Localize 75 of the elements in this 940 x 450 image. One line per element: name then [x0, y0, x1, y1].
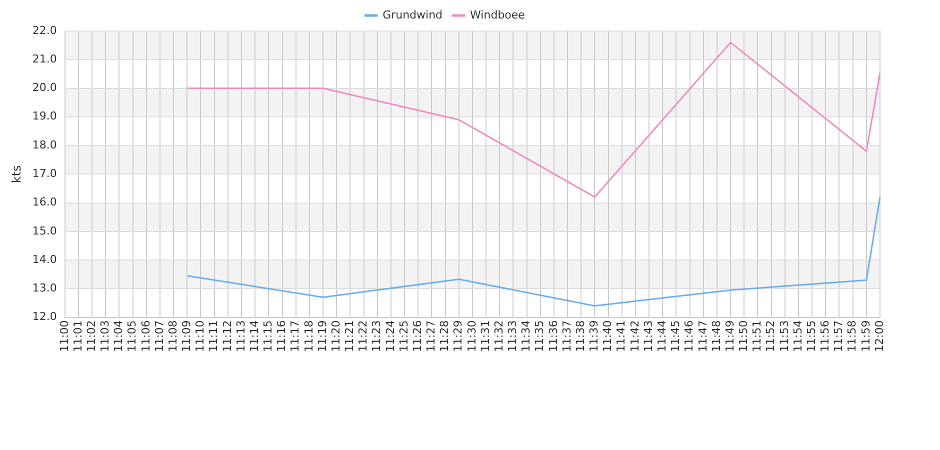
x-tick-label: 11:42: [628, 320, 642, 352]
x-tick-label: 11:13: [234, 320, 248, 352]
x-tick-label: 12:00: [872, 320, 886, 352]
x-tick-label: 11:52: [764, 320, 778, 352]
x-tick-label: 11:43: [642, 320, 655, 352]
x-tick-label: 11:31: [478, 320, 492, 352]
x-tick-label: 11:14: [248, 320, 261, 352]
x-tick-label: 11:25: [397, 320, 410, 352]
x-tick-label: 11:24: [384, 320, 397, 352]
x-tick-label: 11:54: [791, 320, 804, 352]
x-tick-label: 11:37: [560, 320, 574, 352]
x-tick-label: 11:15: [262, 320, 275, 352]
x-tick-label: 11:49: [723, 320, 736, 352]
x-tick-label: 11:27: [424, 320, 438, 352]
x-tick-label: 11:39: [588, 320, 601, 352]
x-tick-label: 11:59: [859, 320, 872, 352]
x-tick-label: 11:30: [465, 320, 478, 352]
x-tick-label: 11:48: [710, 320, 723, 352]
legend-label: Windboee: [470, 8, 526, 22]
x-tick-label: 11:28: [438, 320, 452, 352]
x-tick-label: 11:58: [846, 320, 859, 352]
y-tick-label: 20.0: [32, 81, 57, 94]
y-tick-label: 19.0: [32, 110, 57, 123]
x-tick-label: 11:33: [506, 320, 520, 352]
y-tick-label: 13.0: [32, 282, 57, 295]
x-tick-label: 11:44: [655, 320, 668, 352]
x-tick-label: 11:32: [492, 320, 506, 352]
x-tick-label: 11:20: [329, 320, 342, 352]
y-tick-label: 15.0: [32, 224, 57, 238]
x-tick-label: 11:22: [356, 320, 370, 352]
x-tick-label: 11:04: [112, 320, 126, 352]
x-tick-label: 11:41: [614, 320, 628, 352]
y-tick-label: 21.0: [32, 52, 57, 66]
legend-label: Grundwind: [382, 8, 443, 22]
y-tick-label: 12.0: [32, 310, 57, 324]
x-tick-label: 11:02: [84, 320, 98, 352]
x-tick-label: 11:07: [152, 320, 166, 352]
x-tick-label: 11:36: [546, 320, 560, 352]
y-axis-title: kts: [9, 165, 24, 184]
x-tick-label: 11:10: [194, 320, 207, 352]
y-tick-label: 16.0: [32, 196, 57, 209]
x-tick-label: 11:46: [682, 320, 696, 352]
x-tick-label: 11:12: [220, 320, 234, 352]
x-tick-label: 11:19: [316, 320, 329, 352]
x-tick-label: 11:57: [832, 320, 846, 352]
x-tick-label: 11:03: [98, 320, 112, 352]
x-tick-label: 11:40: [601, 320, 614, 352]
x-tick-label: 11:08: [166, 320, 180, 352]
x-tick-label: 11:56: [818, 320, 832, 352]
x-tick-label: 11:26: [410, 320, 424, 352]
y-tick-label: 17.0: [32, 167, 57, 180]
x-tick-label: 11:01: [71, 320, 84, 352]
x-tick-label: 11:55: [804, 320, 818, 352]
x-tick-label: 11:18: [302, 320, 316, 352]
x-tick-label: 11:05: [126, 320, 139, 352]
x-tick-label: 11:35: [533, 320, 546, 352]
x-tick-label: 11:09: [180, 320, 194, 352]
x-tick-label: 11:17: [288, 320, 302, 352]
x-tick-label: 11:23: [370, 320, 384, 352]
x-tick-label: 11:34: [520, 320, 533, 352]
x-tick-label: 11:11: [207, 320, 220, 352]
x-tick-label: 11:06: [139, 320, 152, 352]
y-tick-label: 22.0: [32, 24, 57, 37]
y-tick-label: 18.0: [32, 138, 57, 152]
x-tick-label: 11:51: [750, 320, 764, 352]
x-tick-label: 11:29: [452, 320, 465, 352]
x-tick-label: 11:53: [778, 320, 791, 352]
x-tick-label: 11:21: [343, 320, 356, 352]
x-tick-label: 11:00: [58, 320, 71, 352]
x-tick-label: 11:50: [737, 320, 750, 352]
x-tick-label: 11:47: [696, 320, 710, 352]
x-tick-label: 11:45: [669, 320, 682, 352]
y-tick-label: 14.0: [32, 252, 57, 266]
x-tick-label: 11:38: [574, 320, 587, 352]
x-tick-label: 11:16: [275, 320, 288, 352]
